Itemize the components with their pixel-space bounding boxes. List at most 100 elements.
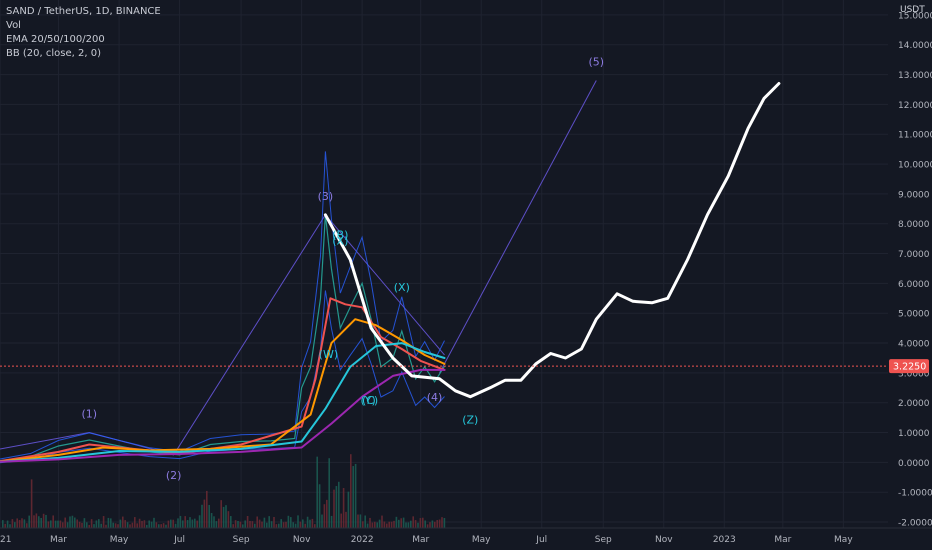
volume-bar — [393, 520, 395, 528]
price-tick-label: 4.0000 — [898, 340, 930, 350]
indicator-bb[interactable]: BB (20, close, 2, 0) — [6, 48, 101, 59]
volume-bar — [431, 520, 434, 528]
time-tick-label: Mar — [774, 535, 791, 545]
currency-unit: USDT — [900, 5, 925, 15]
price-tick-label: -1.0000 — [898, 489, 932, 499]
volume-bar — [119, 519, 122, 528]
time-axis[interactable]: 2021 Mar May Jul Sep Nov 2022 Mar May Jul Sep Nov 20… — [0, 527, 932, 545]
volume-bar — [318, 484, 321, 528]
volume-bar — [155, 522, 158, 528]
volume-bar — [285, 521, 287, 528]
ema-series — [0, 297, 446, 463]
time-tick-label: Jul — [535, 535, 547, 545]
time-tick-label: Mar — [412, 535, 429, 545]
volume-bar — [345, 511, 347, 528]
price-axis-background — [888, 0, 932, 550]
price-tick-label: 13.0000 — [898, 71, 932, 81]
volume-bar — [4, 523, 6, 528]
volume-bar — [158, 524, 160, 528]
volume-bar — [208, 504, 210, 528]
volume-bar — [292, 522, 294, 528]
volume-bar — [131, 522, 134, 528]
volume-bar — [196, 520, 198, 528]
volume-bar — [102, 516, 105, 528]
volume-bar — [11, 519, 14, 528]
symbol-title[interactable]: SAND / TetherUS, 1D, BINANCE — [6, 6, 161, 17]
volume-bar — [179, 515, 182, 528]
volume-bar — [251, 521, 254, 528]
volume-bar — [388, 521, 390, 528]
price-axis[interactable]: -2.0000 -1.0000 0.0000 1.0000 2.0000 3.0000 4.… — [888, 0, 932, 550]
volume-bar — [359, 514, 362, 528]
volume-bar — [364, 515, 366, 528]
volume-bar — [304, 523, 306, 528]
wave-label: (X) — [332, 235, 348, 248]
wave-label: (Z) — [462, 414, 478, 427]
volume-bar — [59, 520, 62, 528]
volume-bar — [148, 520, 150, 528]
volume-bar — [100, 523, 102, 528]
volume-bar — [165, 524, 167, 528]
volume-bar — [290, 517, 292, 528]
volume-bar — [261, 521, 263, 528]
volume-bar — [441, 517, 443, 528]
indicator-ema[interactable]: EMA 20/50/100/200 — [6, 34, 105, 45]
volume-bar — [438, 519, 441, 528]
volume-bar — [417, 522, 419, 528]
volume-bar — [287, 515, 290, 528]
wave-label: (W) — [319, 348, 338, 361]
volume-bar — [213, 516, 215, 528]
wave-label: (X) — [394, 281, 410, 294]
volume-bar — [383, 521, 386, 528]
price-tick-label: 14.0000 — [898, 41, 932, 51]
volume-bar — [249, 520, 251, 528]
volume-bar — [93, 524, 95, 528]
volume-bar — [278, 523, 280, 528]
price-tick-label: 8.0000 — [898, 220, 930, 230]
volume-bar — [273, 516, 275, 528]
volume-bar — [57, 520, 59, 528]
price-tick-label: 6.0000 — [898, 280, 930, 290]
volume-bars — [2, 454, 446, 528]
volume-bar — [258, 519, 261, 528]
volume-bar — [90, 519, 93, 528]
volume-bar — [342, 488, 345, 528]
volume-bar — [366, 523, 369, 528]
volume-bar — [107, 517, 110, 528]
volume-bar — [316, 456, 318, 528]
volume-bar — [434, 521, 436, 528]
volume-bar — [71, 515, 74, 528]
indicator-vol[interactable]: Vol — [6, 20, 21, 31]
volume-bar — [160, 524, 162, 528]
volume-bar — [42, 513, 45, 528]
ema-line — [0, 368, 446, 463]
time-tick-label: Nov — [293, 535, 311, 545]
volume-bar — [328, 458, 330, 528]
volume-bar — [194, 518, 196, 528]
volume-bar — [390, 521, 393, 528]
price-tick-label: 0.0000 — [898, 459, 930, 469]
time-tick-label: Jul — [173, 535, 185, 545]
volume-bar — [138, 518, 141, 528]
wave-5-trend-line — [439, 80, 597, 374]
price-tick-label: 1.0000 — [898, 429, 930, 439]
volume-bar — [114, 523, 117, 528]
volume-bar — [246, 515, 249, 528]
volume-bar — [347, 491, 350, 528]
volume-bar — [256, 516, 258, 528]
price-tick-label: 9.0000 — [898, 190, 930, 200]
volume-bar — [28, 515, 30, 528]
volume-bar — [117, 524, 119, 528]
volume-bar — [74, 517, 76, 528]
price-tick-label: 10.0000 — [898, 161, 932, 171]
volume-bar — [198, 515, 201, 528]
volume-bar — [33, 515, 35, 528]
volume-bar — [282, 522, 285, 528]
volume-bar — [225, 505, 227, 528]
volume-bar — [436, 520, 438, 528]
volume-bar — [206, 490, 208, 528]
volume-bar — [234, 520, 237, 528]
volume-bar — [16, 518, 18, 528]
wave-labels: (1)(2)(3)(4)(5)(B)(X)(W)(X)(Y)(C)(Z) — [81, 56, 604, 482]
